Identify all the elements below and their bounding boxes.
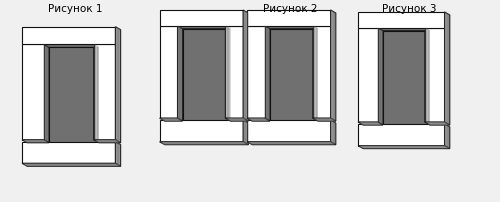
Polygon shape [313, 118, 336, 121]
Text: Рисунок 2: Рисунок 2 [262, 4, 317, 14]
Polygon shape [247, 118, 270, 121]
Polygon shape [247, 142, 336, 145]
Polygon shape [226, 26, 230, 121]
Polygon shape [425, 122, 450, 125]
Polygon shape [270, 29, 318, 121]
Polygon shape [313, 26, 330, 118]
Polygon shape [226, 118, 248, 121]
Polygon shape [358, 28, 378, 122]
Polygon shape [226, 26, 243, 118]
Polygon shape [22, 163, 120, 166]
Polygon shape [116, 142, 120, 166]
Polygon shape [383, 31, 430, 125]
Polygon shape [425, 28, 444, 122]
Polygon shape [247, 120, 330, 142]
Polygon shape [330, 10, 336, 121]
Polygon shape [116, 27, 120, 143]
Polygon shape [44, 44, 49, 143]
Polygon shape [160, 10, 243, 26]
Polygon shape [378, 28, 430, 31]
Polygon shape [160, 118, 182, 121]
Polygon shape [160, 26, 178, 118]
Polygon shape [182, 29, 230, 121]
Polygon shape [330, 120, 336, 145]
Polygon shape [178, 26, 182, 121]
Polygon shape [44, 44, 99, 47]
Polygon shape [444, 124, 450, 149]
Polygon shape [22, 44, 44, 140]
Polygon shape [358, 122, 383, 125]
Polygon shape [94, 44, 116, 140]
Polygon shape [22, 27, 116, 44]
Polygon shape [264, 26, 318, 29]
Polygon shape [378, 28, 383, 125]
Polygon shape [313, 26, 318, 121]
Polygon shape [243, 10, 248, 121]
Text: Рисунок 1: Рисунок 1 [48, 4, 102, 14]
Polygon shape [358, 124, 444, 146]
Polygon shape [160, 120, 243, 142]
Polygon shape [94, 140, 120, 143]
Polygon shape [264, 26, 270, 121]
Polygon shape [22, 142, 116, 163]
Polygon shape [178, 26, 231, 29]
Polygon shape [358, 12, 444, 28]
Polygon shape [247, 10, 330, 26]
Polygon shape [425, 28, 430, 125]
Polygon shape [22, 140, 49, 143]
Polygon shape [444, 12, 450, 125]
Polygon shape [49, 47, 99, 143]
Polygon shape [247, 26, 264, 118]
Polygon shape [94, 44, 99, 143]
Polygon shape [160, 142, 248, 145]
Polygon shape [243, 120, 248, 145]
Polygon shape [358, 146, 450, 149]
Text: Рисунок 3: Рисунок 3 [382, 4, 436, 14]
